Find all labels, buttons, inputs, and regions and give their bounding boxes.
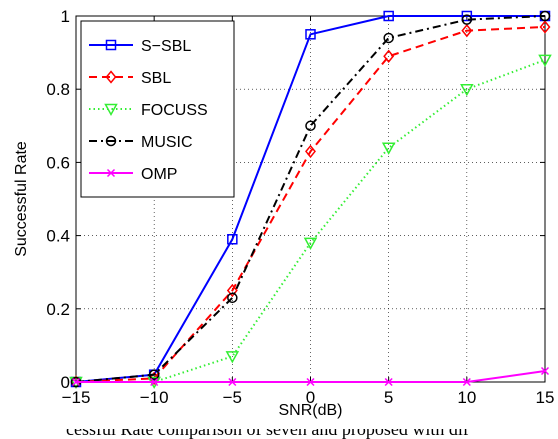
data-point [227,234,238,245]
data-point [305,144,316,159]
series-line [75,15,546,383]
legend: S−SBL SBL FOCUSS MUSIC OMP [80,20,235,198]
legend-entry: MUSIC [89,134,193,151]
data-point [105,135,117,147]
x-tick-label: 15 [536,388,555,407]
legend-label: SBL [141,70,171,87]
x-tick-label: 0 [306,388,315,407]
legend-entry: OMP [89,166,177,183]
data-point [540,366,550,376]
data-point [383,49,395,63]
data-point [226,283,238,298]
data-point [148,371,160,386]
legend-entry: SBL [89,70,171,87]
legend-label: FOCUSS [141,102,208,119]
data-point [71,377,81,387]
y-tick-label: 0.4 [46,227,70,246]
data-point [105,39,117,51]
data-point [306,377,315,387]
legend-box [80,20,235,198]
data-point [305,29,316,40]
y-tick-label: 0 [61,373,70,392]
data-point [381,142,396,155]
data-point [227,292,238,304]
data-point [383,32,394,44]
data-point [539,10,551,22]
y-tick-label: 0.8 [46,80,70,99]
series-2 [70,20,551,389]
x-tick-label: −5 [223,388,242,407]
data-point [228,377,237,387]
data-point [105,70,117,84]
data-point [106,168,116,178]
data-point [461,23,473,38]
y-tick-label: 0.6 [46,153,70,172]
data-point [104,103,118,117]
data-point [148,369,160,380]
data-point [305,120,316,132]
legend-label: OMP [141,166,177,183]
data-point [538,54,552,67]
series-4 [70,10,551,388]
axis-ticks: −15 −10 −5 0 5 10 15 0 0.2 0.4 0.6 0.8 1 [46,7,554,407]
figure-caption: cessful Rate comparison of seven and pro… [66,420,469,439]
data-point [462,377,471,387]
legend-label: MUSIC [141,134,193,151]
legend-entry: FOCUSS [89,102,208,119]
y-tick-label: 0.2 [46,300,70,319]
x-axis-label: SNR(dB) [278,402,342,419]
data-point [539,20,551,34]
x-tick-label: 5 [384,388,393,407]
data-point [150,377,159,387]
data-point [461,10,473,22]
data-point [461,14,473,25]
x-tick-label: −10 [140,388,169,407]
series-line [76,58,546,383]
series-line [75,25,546,383]
series-layer [69,10,552,390]
legend-label: S−SBL [141,38,191,55]
data-point [384,377,393,387]
y-axis-label: Successful Rate [13,141,30,257]
data-point [460,83,474,97]
data-point [383,10,394,22]
series-5 [71,366,550,387]
x-tick-label: −15 [62,388,91,407]
x-tick-label: 10 [457,388,476,407]
data-point [225,351,240,364]
legend-entry: S−SBL [89,38,191,55]
y-tick-label: 1 [61,7,70,26]
data-point [303,237,318,250]
